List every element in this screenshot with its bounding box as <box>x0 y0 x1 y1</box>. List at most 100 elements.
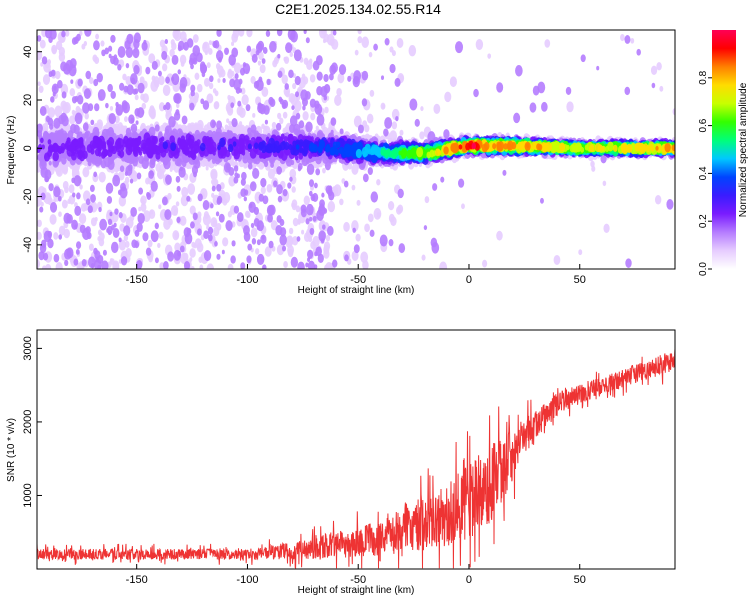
spectrogram-cell <box>158 142 163 149</box>
spectrogram-cell <box>129 178 134 184</box>
spectrogram-cell <box>63 228 70 239</box>
spectrogram-cell <box>177 45 182 52</box>
spectrogram-cell <box>143 39 147 45</box>
spectrogram-cell <box>324 161 331 171</box>
spectrogram-cell <box>277 145 282 152</box>
spectrogram-cell <box>376 212 381 218</box>
spectrogram-cell <box>107 218 113 226</box>
spectrogram-cell <box>396 37 404 49</box>
spectrogram-cell <box>183 41 189 51</box>
spectrogram-cell <box>228 120 232 127</box>
spectrogram-cell <box>40 201 44 207</box>
spectrogram-cell <box>140 93 145 101</box>
spectrogram-cell <box>94 103 100 112</box>
spectrogram-cell <box>211 185 216 192</box>
spectrogram-cell <box>473 88 479 98</box>
spectrogram-cell <box>191 241 196 248</box>
spectrogram-cell <box>305 37 310 44</box>
spectrogram-cell <box>303 195 310 206</box>
spectrogram-cell <box>654 194 662 205</box>
spectrogram-cell <box>277 112 282 119</box>
spectrogram-cell <box>233 62 242 74</box>
spectrogram-cell <box>189 102 195 111</box>
spectrogram-cell <box>117 150 122 157</box>
spectrogram-cell <box>297 261 305 269</box>
spectrogram-cell <box>602 180 607 187</box>
spectrogram-cell <box>124 170 129 177</box>
spectrogram-cell <box>250 227 258 238</box>
spectrogram-cell <box>133 64 140 75</box>
spectrogram-cell <box>213 101 219 110</box>
spectrogram-cell <box>88 243 94 251</box>
spectrogram-cell <box>85 70 92 80</box>
spectrogram-cell <box>176 185 181 192</box>
spectrogram-cell <box>265 30 271 37</box>
spectrogram-cell <box>145 66 151 75</box>
spectrogram-cell <box>388 200 395 211</box>
spectrogram-cell <box>379 234 388 247</box>
spectrogram-cell <box>323 244 330 255</box>
spectrogram-cell <box>295 91 300 98</box>
spectrogram-cell <box>189 248 196 258</box>
spectrogram-cell <box>309 58 313 64</box>
spectrogram-cell <box>322 167 326 174</box>
spectrogram-cell <box>215 62 221 70</box>
spectrogram-cell <box>318 230 326 242</box>
spectrogram-cell <box>276 166 283 175</box>
spectrogram-cell <box>158 137 163 144</box>
spectrogram-cell <box>651 82 656 89</box>
spectrogram-cell <box>48 71 53 78</box>
spectrogram-cell <box>330 117 337 126</box>
spectrogram-cell <box>221 249 225 255</box>
spectrogram-cell <box>137 212 145 224</box>
spectrogram-cell <box>110 258 115 265</box>
spectrogram-cell <box>439 261 448 269</box>
spectrogram-cell <box>158 204 162 210</box>
spectrogram-cell <box>316 86 323 96</box>
spectrogram-cell <box>246 45 252 53</box>
spectrogram-cell <box>79 213 87 225</box>
spectrogram-cell <box>327 188 333 197</box>
spectrogram-cell <box>37 231 42 240</box>
spectrogram-cell <box>58 46 66 57</box>
spectrogram-cell <box>329 73 334 81</box>
spectrogram-cell <box>380 102 386 110</box>
spectrogram-cell <box>130 206 137 217</box>
spectrogram-cell <box>69 88 76 97</box>
spectrogram-cell <box>91 141 97 149</box>
spectrogram-cell <box>110 241 119 254</box>
spectrogram-cell <box>409 98 418 111</box>
spectrogram-cell <box>358 124 364 134</box>
spectrogram-cell <box>314 103 323 115</box>
spectrogram-cell <box>73 258 79 266</box>
spectrogram-cell <box>109 105 114 111</box>
spectrogram-cell <box>106 228 110 233</box>
spectrogram-cell <box>351 184 356 191</box>
spectrogram-cell <box>43 230 52 243</box>
spectrogram-cell <box>188 57 194 66</box>
spectrogram-cell <box>408 45 417 57</box>
spectrogram-cell <box>268 240 274 249</box>
spectrogram-cell <box>331 259 338 268</box>
spectrogram-cell <box>179 245 185 253</box>
spectrogram-cell <box>343 221 350 232</box>
spectrogram-cell <box>364 223 370 233</box>
spectrogram-cell <box>138 150 143 156</box>
spectrogram-cell <box>71 109 76 116</box>
spectrogram-cell <box>110 34 116 43</box>
spectrogram-cell <box>233 165 239 172</box>
spectrogram-cell <box>227 263 234 269</box>
spectrogram-cell <box>424 196 430 204</box>
spectrogram-cell <box>390 216 397 227</box>
spectrogram-cell <box>291 199 298 208</box>
spectrogram-cell <box>37 81 41 87</box>
spectrogram-cell <box>115 164 119 170</box>
spectrogram-cell <box>238 137 245 147</box>
spectrogram-cell <box>277 195 283 203</box>
spectrogram-cell <box>181 160 187 168</box>
spectrogram-cell <box>306 163 315 175</box>
spectrogram-cell <box>300 89 309 102</box>
spectrogram-cell <box>389 63 396 74</box>
spectrogram-cell <box>252 112 256 118</box>
spectrogram-cell <box>383 128 389 137</box>
